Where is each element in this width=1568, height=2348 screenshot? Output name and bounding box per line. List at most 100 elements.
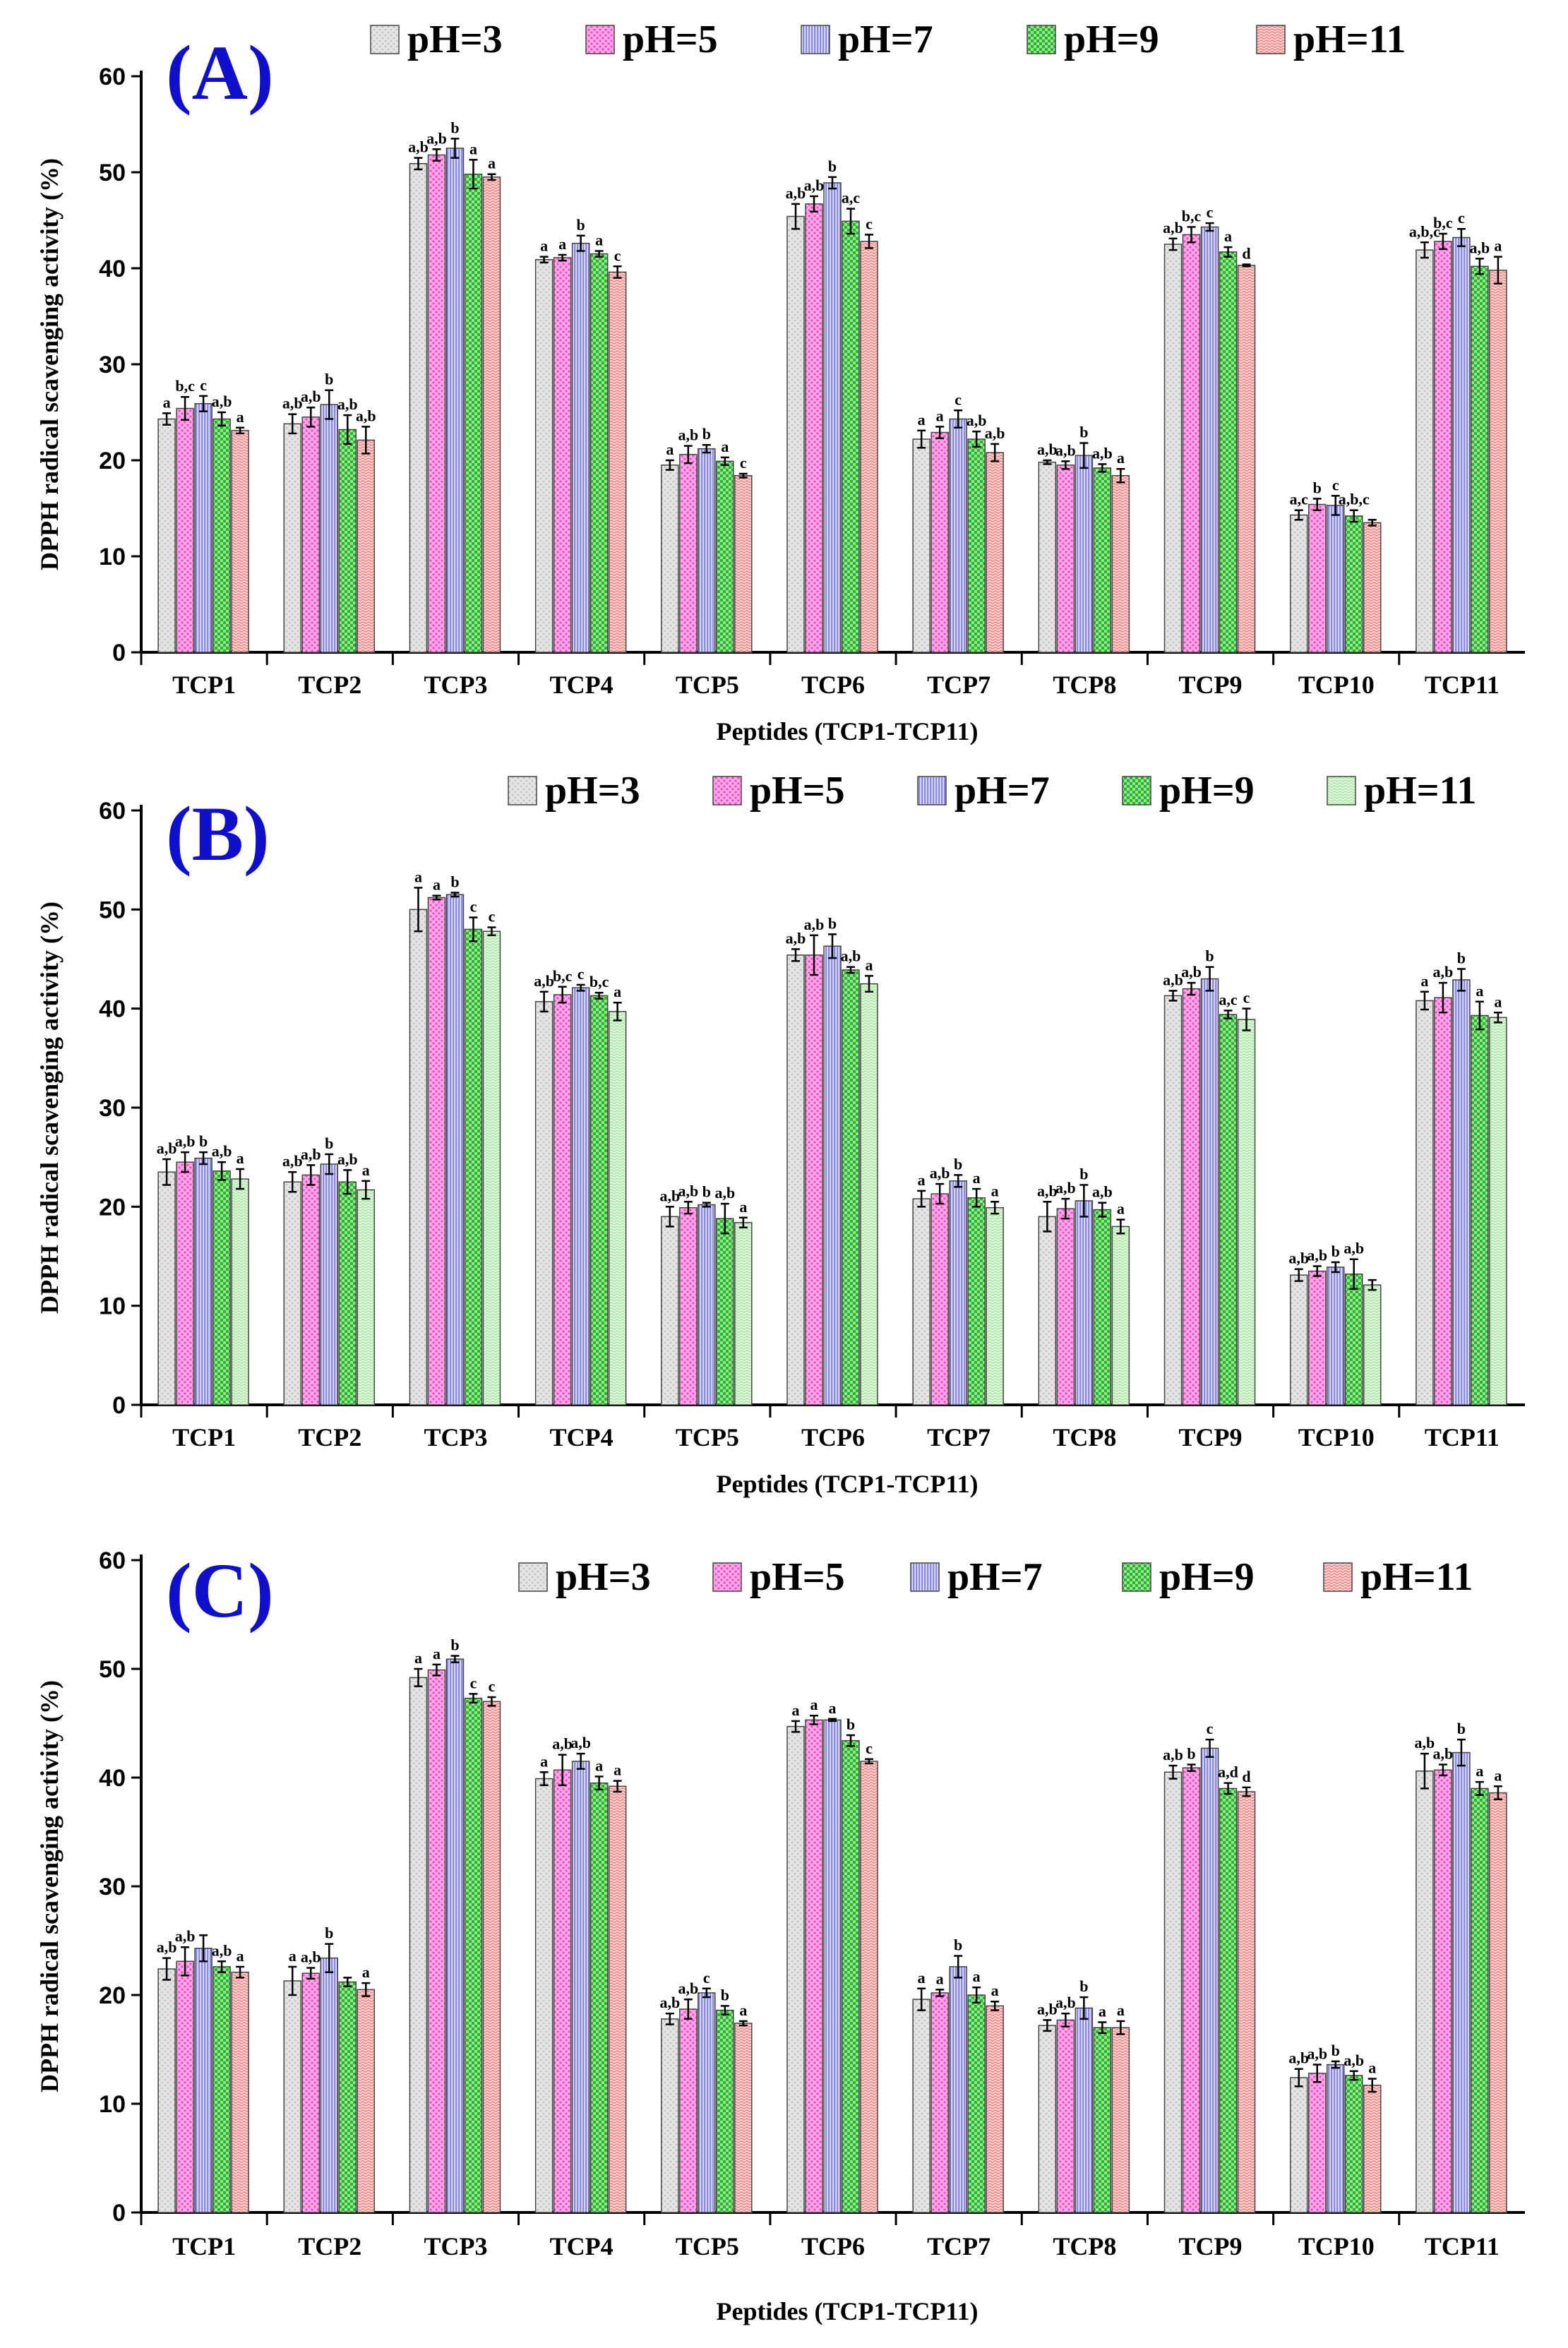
significance-label: a [1494,237,1502,255]
bar-tcp9-ph7 [1200,978,1219,1406]
panel-label: (A) [166,30,274,116]
bar-tcp4-ph5 [553,994,572,1406]
significance-label: a,b,c [1339,491,1370,508]
significance-label: a [1224,227,1232,245]
bar-tcp4-ph3 [534,259,553,653]
y-tick-label: 10 [99,2091,126,2118]
significance-label: a [362,1161,370,1179]
bar-tcp4-ph9 [590,253,609,653]
significance-label: c [1243,989,1250,1007]
bar-tcp10-ph5 [1307,2073,1327,2213]
significance-label: a [433,876,441,894]
x-axis-title: Peptides (TCP1-TCP11) [717,717,978,745]
bar-tcp8-ph7 [1075,455,1094,653]
legend-label: pH=7 [947,1555,1043,1599]
x-tick-label: TCP5 [676,671,739,699]
x-tick-label: TCP8 [1053,1423,1116,1451]
bar-tcp10-ph3 [1289,2077,1308,2213]
bar-tcp6-ph9 [842,220,860,653]
bar-tcp7-ph9 [967,438,986,653]
significance-label: a,b [678,1182,698,1199]
bar-tcp5-ph3 [661,1216,679,1406]
significance-label: a,b [786,184,806,202]
bar-tcp5-ph5 [679,2008,698,2213]
significance-label: a,b [1163,219,1183,236]
significance-label: c [489,1677,496,1695]
legend-swatch-ph11 [1256,25,1286,54]
x-axis-title: Peptides (TCP1-TCP11) [717,2297,978,2325]
bar-tcp11-ph9 [1471,1787,1489,2213]
bar-tcp5-ph7 [698,1992,716,2213]
bar-tcp10-ph9 [1344,2075,1363,2213]
significance-label: a,b [985,424,1005,442]
bar-tcp11-ph11 [1489,1017,1507,1406]
bar-tcp8-ph9 [1093,1209,1112,1406]
significance-label: c [1332,476,1339,493]
bar-tcp4-ph7 [571,1761,590,2213]
significance-label: c [866,1739,873,1757]
bar-tcp5-ph9 [716,1218,734,1406]
significance-label: a,b [1307,1247,1327,1264]
significance-label: c [200,376,207,394]
bar-tcp6-ph11 [860,983,878,1406]
bar-tcp9-ph3 [1163,1771,1183,2213]
significance-label: a [614,1761,621,1779]
significance-label: a [414,868,422,885]
legend-swatch-ph3 [518,1562,548,1592]
significance-label: c [614,246,621,264]
significance-label: b,c [590,973,609,990]
bar-tcp2-ph5 [301,1174,321,1406]
bar-tcp11-ph3 [1416,1000,1434,1406]
bar-tcp8-ph5 [1056,465,1075,653]
y-tick-label: 50 [99,1656,126,1683]
bar-tcp6-ph7 [823,182,842,653]
bar-tcp6-ph5 [805,203,823,653]
x-tick-label: TCP3 [424,671,487,699]
bar-tcp8-ph9 [1093,467,1112,653]
y-tick-label: 60 [99,798,126,825]
bar-tcp9-ph7 [1200,226,1219,653]
legend-label: pH=9 [1159,1555,1255,1599]
significance-label: b [1079,424,1088,441]
significance-label: a [666,441,674,458]
significance-label: a [739,1198,747,1216]
significance-label: b [828,157,837,175]
bar-tcp7-ph7 [949,418,967,653]
legend-label: pH=9 [1159,769,1255,813]
bar-tcp8-ph9 [1093,2027,1112,2213]
significance-label: a,b [1055,1994,1076,2011]
x-tick-label: TCP1 [172,2232,236,2260]
significance-label: a [1420,972,1428,990]
significance-label: c [1458,209,1465,227]
significance-label: d [1242,1768,1250,1785]
significance-label: a,b [301,1145,321,1163]
bar-tcp5-ph11 [734,2023,753,2213]
significance-label: a [936,1970,944,1987]
legend: pH=3 pH=5 pH=7 pH=9 pH=11 [370,18,1406,61]
bar-tcp10-ph3 [1289,514,1308,653]
significance-label: a [414,1649,422,1667]
bar-tcp10-ph3 [1289,1274,1308,1406]
bar-tcp4-ph5 [553,257,572,653]
legend-label: pH=5 [750,769,845,813]
significance-label: a [614,983,621,1000]
significance-label: a,b [301,388,321,405]
significance-label: a,b [175,1132,196,1150]
significance-label: a [540,1752,548,1770]
legend-label: pH=11 [1364,769,1477,813]
significance-label: c [1207,1720,1214,1737]
significance-label: a [1117,2001,1125,2019]
legend-swatch-ph5 [712,1562,742,1592]
significance-label: a [237,408,244,426]
y-axis-title: DPPH radical scavenging activity (%) [35,158,64,570]
bar-tcp1-ph7 [194,403,213,653]
significance-label: a [1117,1200,1125,1218]
x-tick-label: TCP7 [927,1423,991,1451]
x-tick-label: TCP9 [1179,2232,1243,2260]
bar-tcp7-ph7 [949,1966,967,2213]
significance-label: a,b [1470,239,1490,256]
significance-label: a [289,1947,297,1965]
bar-tcp7-ph3 [912,1198,930,1406]
significance-label: a [1117,449,1125,467]
significance-label: b [1331,1242,1340,1260]
